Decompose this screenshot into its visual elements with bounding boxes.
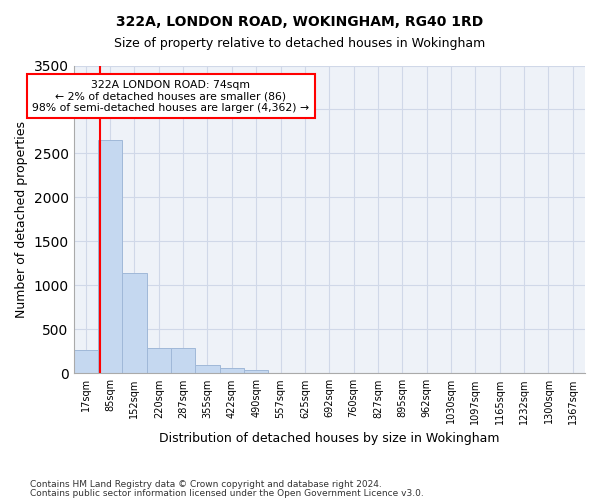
Text: 322A, LONDON ROAD, WOKINGHAM, RG40 1RD: 322A, LONDON ROAD, WOKINGHAM, RG40 1RD — [116, 15, 484, 29]
Bar — [122, 273, 146, 374]
Text: Size of property relative to detached houses in Wokingham: Size of property relative to detached ho… — [115, 38, 485, 51]
Text: 322A LONDON ROAD: 74sqm
← 2% of detached houses are smaller (86)
98% of semi-det: 322A LONDON ROAD: 74sqm ← 2% of detached… — [32, 80, 310, 113]
Text: Contains HM Land Registry data © Crown copyright and database right 2024.: Contains HM Land Registry data © Crown c… — [30, 480, 382, 489]
Bar — [146, 348, 171, 374]
Text: Contains public sector information licensed under the Open Government Licence v3: Contains public sector information licen… — [30, 488, 424, 498]
Bar — [74, 350, 98, 374]
Y-axis label: Number of detached properties: Number of detached properties — [15, 121, 28, 318]
Bar — [244, 370, 268, 374]
Bar — [196, 364, 220, 374]
Bar — [220, 368, 244, 374]
Bar — [171, 348, 196, 374]
Bar — [98, 140, 122, 374]
X-axis label: Distribution of detached houses by size in Wokingham: Distribution of detached houses by size … — [159, 432, 500, 445]
